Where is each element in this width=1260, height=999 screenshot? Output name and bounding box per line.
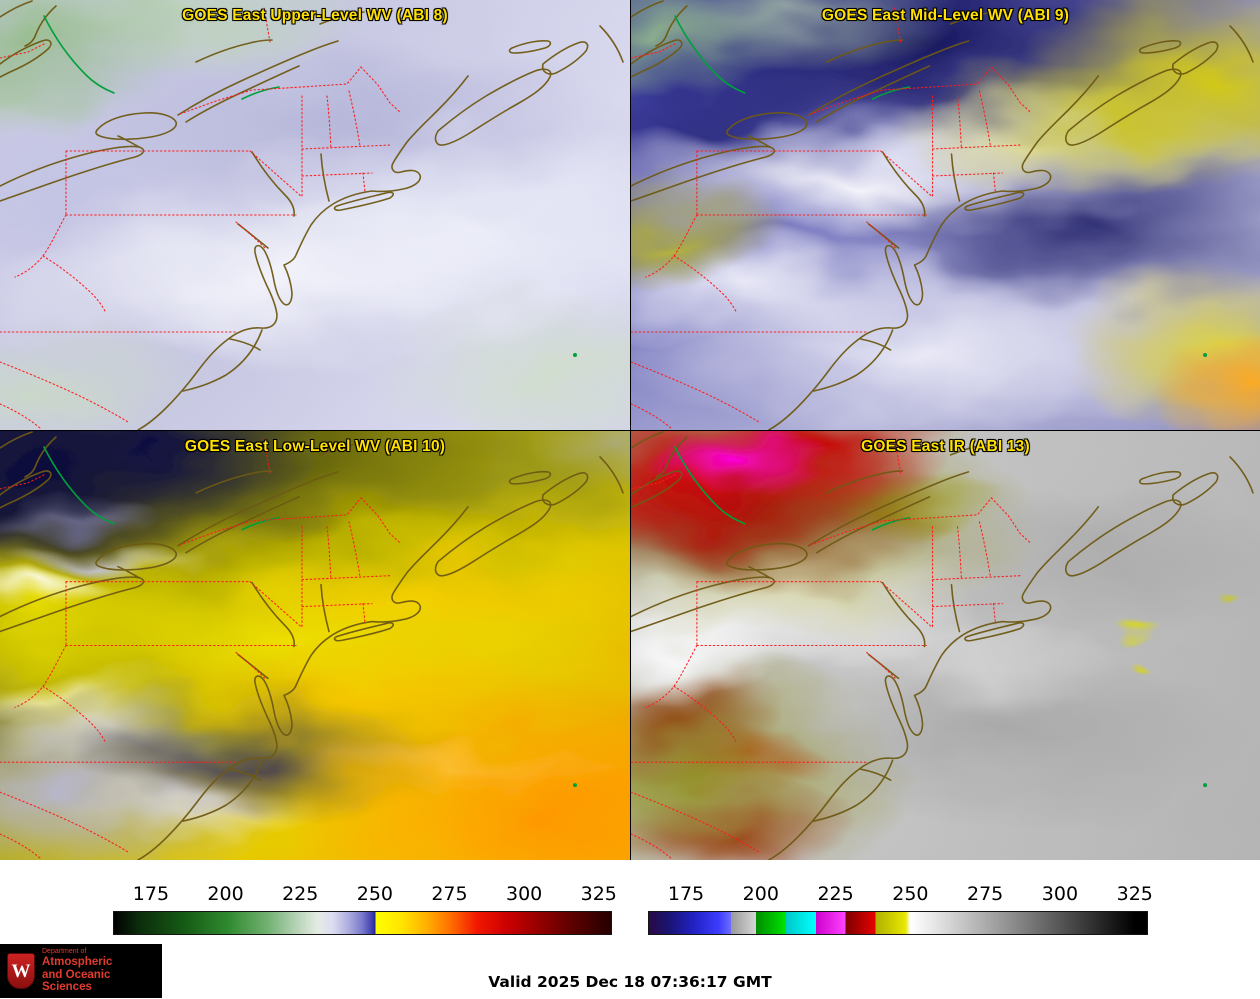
colorbar-wv-gradient: [113, 911, 612, 935]
satellite-image-abi9: [631, 0, 1260, 430]
satellite-image-abi13: [631, 431, 1260, 860]
tick-label: 225: [817, 883, 854, 905]
logo-line1: Atmospheric: [42, 955, 113, 968]
basemap-overlay-abi10: [0, 431, 624, 860]
panel-title-abi8: GOES East Upper-Level WV (ABI 8): [182, 7, 448, 24]
logo-line2: and Oceanic Sciences: [42, 968, 111, 994]
panel-mid-level-wv: GOES East Mid-Level WV (ABI 9): [630, 0, 1260, 430]
basemap-overlay-abi13: [631, 431, 1254, 860]
crest-letter: W: [11, 960, 31, 982]
panel-grid: GOES East Upper-Level WV (ABI 8) GOES Ea…: [0, 0, 1260, 860]
tick-label: 300: [505, 883, 543, 905]
colorbar-footer: 175 200 225 250 275 300 325 175 200 225 …: [0, 860, 1260, 999]
panel-ir: GOES East IR (ABI 13): [630, 430, 1260, 860]
panel-title-abi10: GOES East Low-Level WV (ABI 10): [184, 438, 446, 455]
tick-label: 300: [1041, 883, 1079, 905]
tick-label: 200: [207, 883, 244, 905]
tick-label: 225: [282, 883, 319, 905]
panel-title-abi13: GOES East IR (ABI 13): [861, 438, 1030, 455]
logo-dept-line: Department of: [42, 948, 87, 956]
tick-label: 325: [1116, 883, 1153, 905]
tick-label: 175: [667, 883, 705, 905]
tick-label: 200: [742, 883, 779, 905]
tick-label: 275: [431, 883, 468, 905]
uw-aos-logo: W Department of Atmospheric and Oceanic …: [0, 944, 162, 998]
tick-label: 250: [356, 883, 394, 905]
tick-label: 325: [580, 883, 617, 905]
colorbar-ir-gradient: [648, 911, 1148, 935]
panel-title-abi9: GOES East Mid-Level WV (ABI 9): [821, 7, 1070, 24]
logo-text: Department of Atmospheric and Oceanic Sc…: [42, 948, 155, 994]
colorbar-ir: 175 200 225 250 275 300 325: [648, 860, 1153, 999]
panel-upper-level-wv: GOES East Upper-Level WV (ABI 8): [0, 0, 630, 430]
valid-timestamp: Valid 2025 Dec 18 07:36:17 GMT: [488, 973, 772, 991]
tick-label: 250: [892, 883, 929, 905]
basemap-overlay-abi9: [631, 0, 1254, 430]
tick-label: 175: [132, 883, 170, 905]
satellite-image-abi8: [0, 0, 630, 430]
satellite-image-abi10: [0, 431, 630, 860]
uw-crest-icon: W: [7, 953, 35, 989]
tick-label: 275: [967, 883, 1004, 905]
panel-low-level-wv: GOES East Low-Level WV (ABI 10): [0, 430, 630, 860]
colorbar-wv: 175 200 225 250 275 300 325: [113, 860, 617, 999]
basemap-overlay-abi8: [0, 0, 624, 430]
